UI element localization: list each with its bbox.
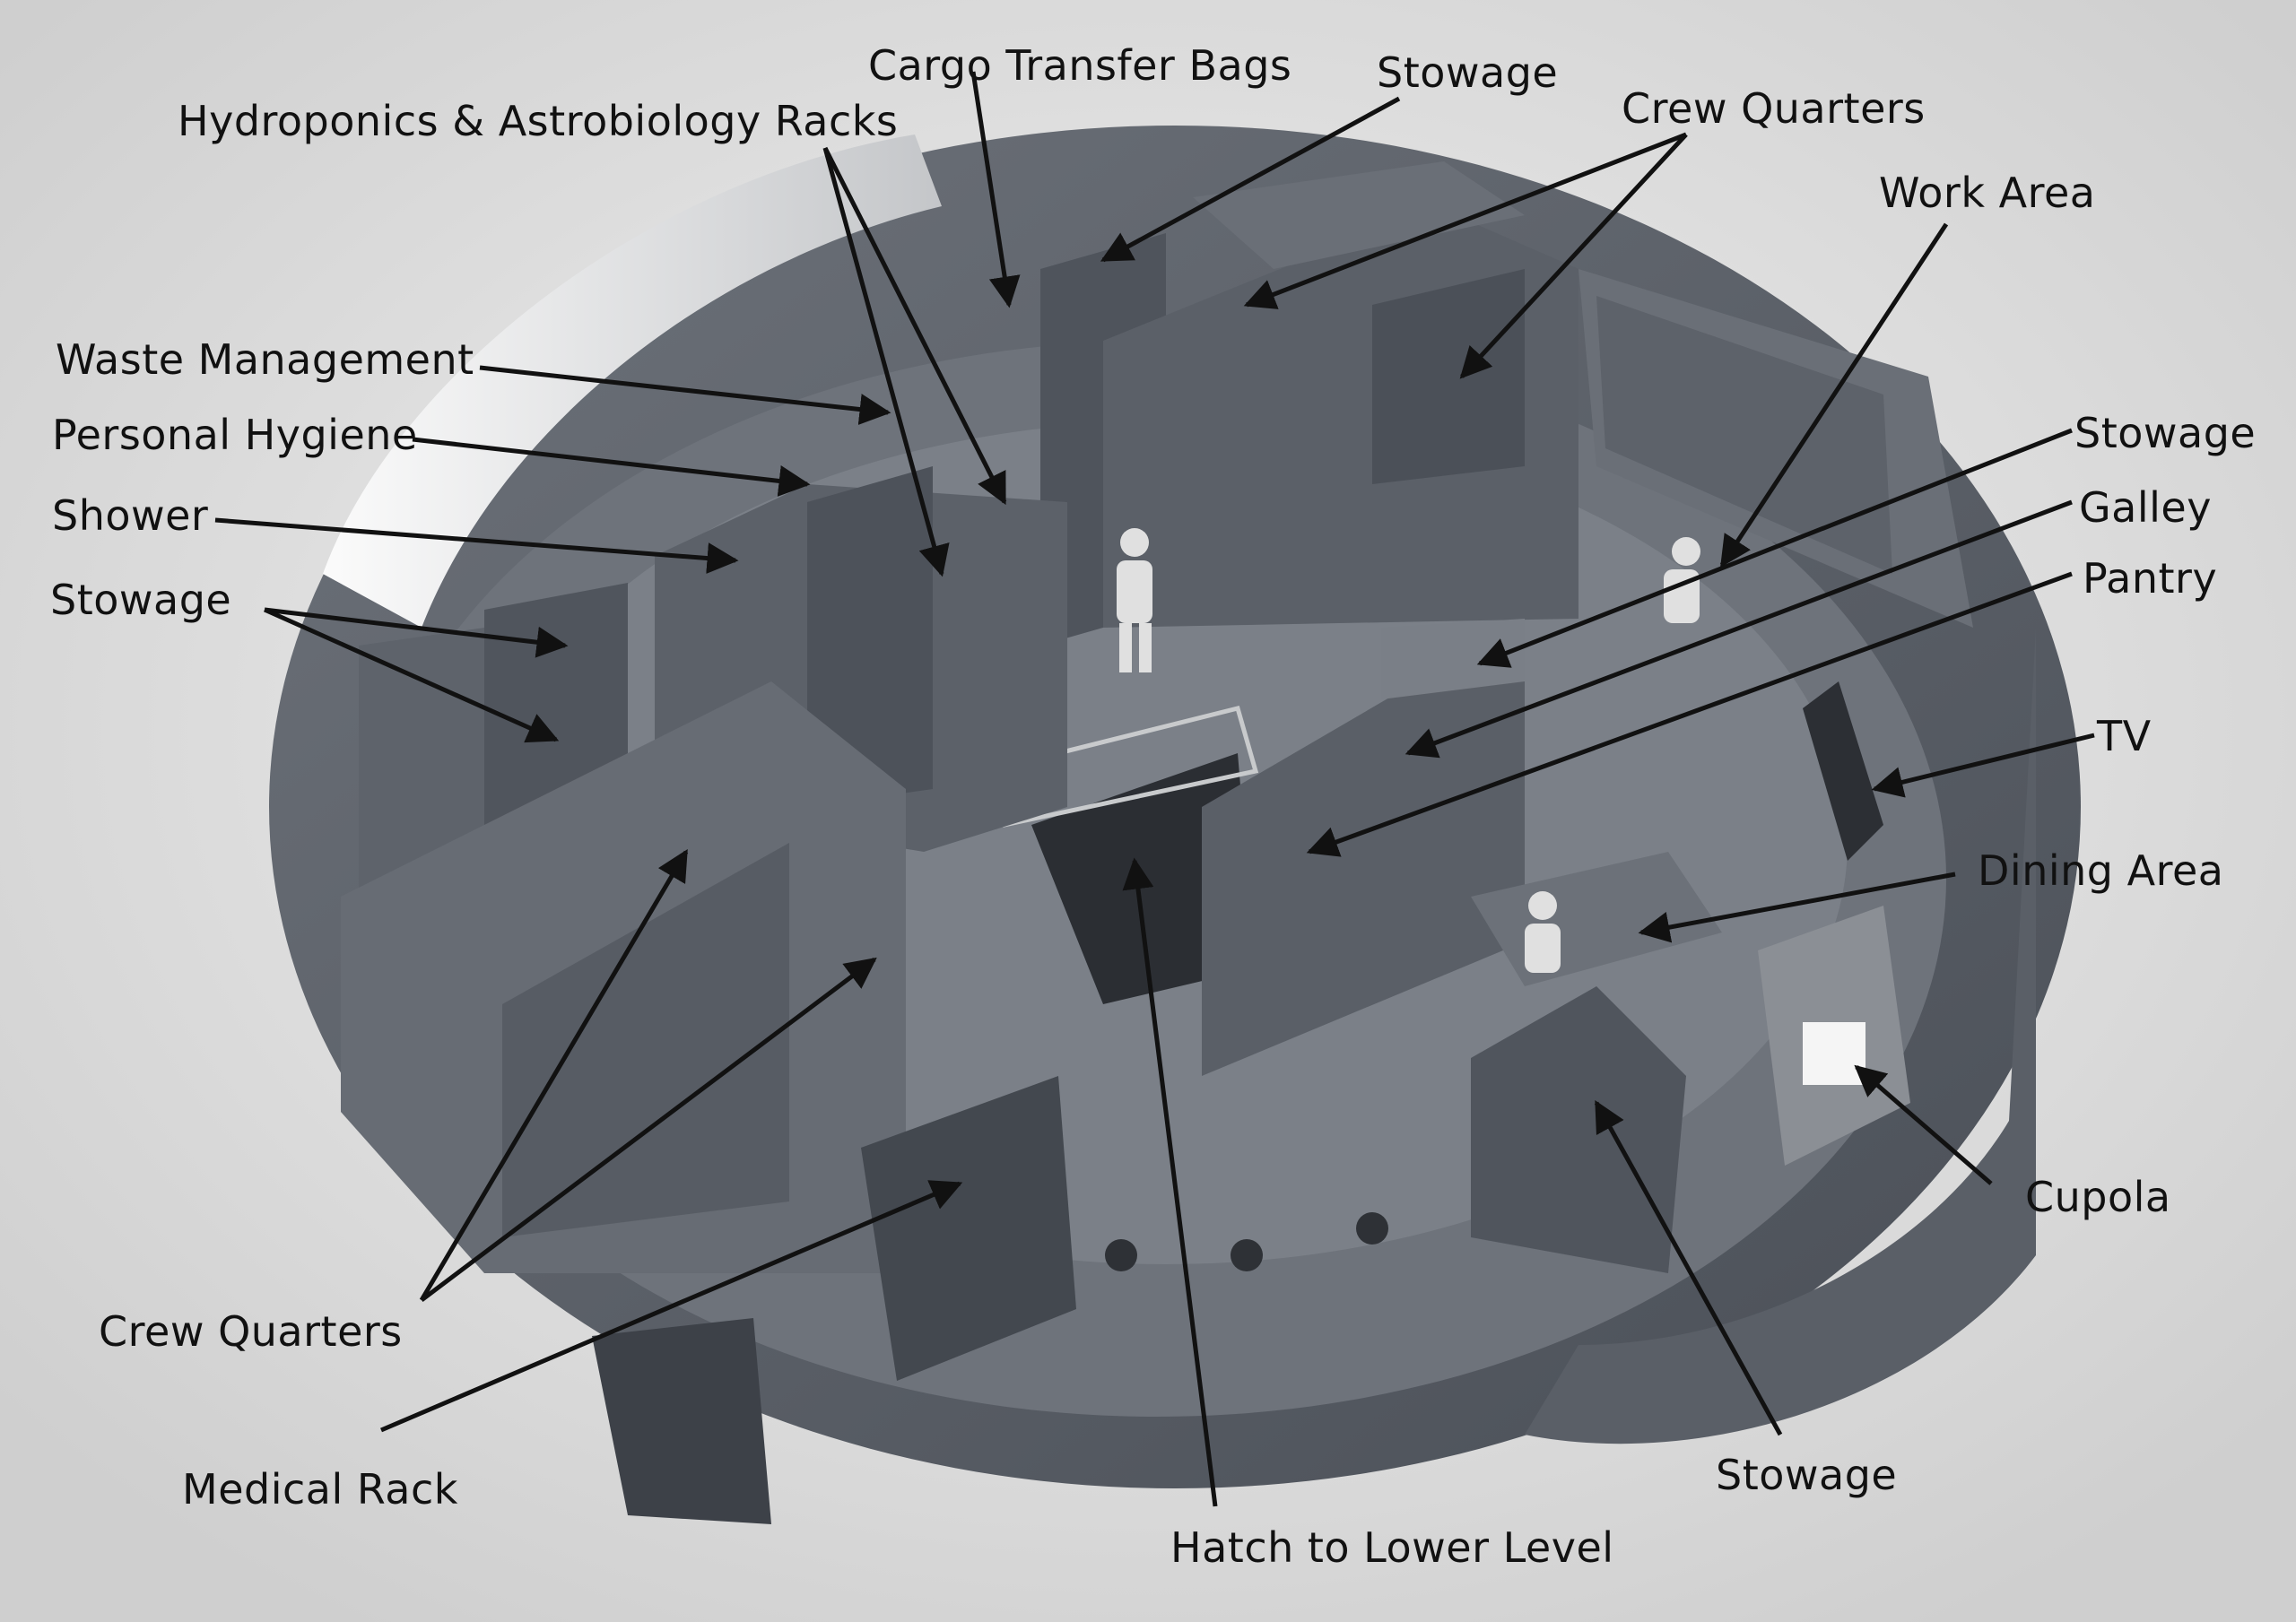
label-waste-management: Waste Management bbox=[56, 335, 474, 384]
label-dining-area: Dining Area bbox=[1978, 846, 2224, 895]
dome-segment bbox=[323, 134, 942, 628]
label-stowage-left: Stowage bbox=[50, 576, 232, 624]
label-pantry: Pantry bbox=[2083, 554, 2218, 603]
crew-figure bbox=[1117, 528, 1152, 672]
label-stowage-right: Stowage bbox=[2074, 409, 2257, 457]
leader-arrows bbox=[214, 71, 2095, 1507]
label-medical-rack: Medical Rack bbox=[182, 1465, 458, 1514]
tv-screen bbox=[1803, 681, 1883, 861]
label-work-area: Work Area bbox=[1879, 169, 2096, 217]
label-tv: TV bbox=[2097, 712, 2152, 760]
galley-block bbox=[1202, 619, 1525, 1076]
label-shower: Shower bbox=[52, 491, 209, 540]
label-stowage-bottom: Stowage bbox=[1716, 1451, 1898, 1499]
crew-figure bbox=[1525, 891, 1561, 973]
label-cupola: Cupola bbox=[2025, 1173, 2171, 1221]
label-stowage-top: Stowage bbox=[1377, 48, 1559, 97]
label-hydroponics-astrobiology-racks: Hydroponics & Astrobiology Racks bbox=[178, 97, 899, 145]
label-crew-quarters-bottom: Crew Quarters bbox=[99, 1307, 403, 1356]
medical-rack-block bbox=[861, 1076, 1076, 1381]
label-cargo-transfer-bags: Cargo Transfer Bags bbox=[868, 41, 1292, 90]
stowage-block bbox=[1471, 986, 1686, 1273]
label-personal-hygiene: Personal Hygiene bbox=[52, 411, 418, 459]
label-hatch-to-lower-level: Hatch to Lower Level bbox=[1170, 1523, 1614, 1572]
label-crew-quarters-top: Crew Quarters bbox=[1622, 84, 1926, 133]
label-galley: Galley bbox=[2079, 483, 2212, 532]
